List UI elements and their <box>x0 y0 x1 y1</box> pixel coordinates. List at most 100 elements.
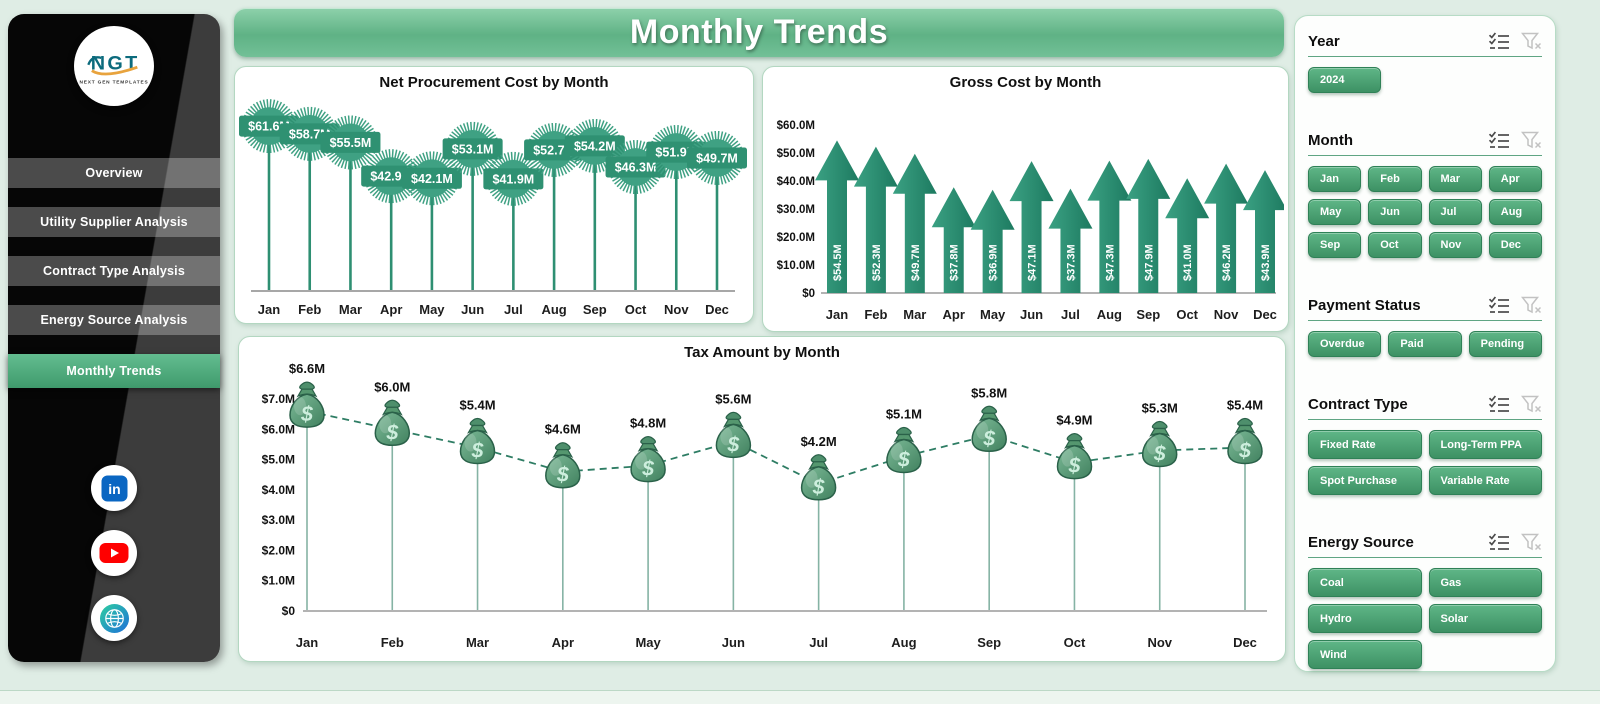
clear-filter-icon[interactable] <box>1521 395 1542 414</box>
slicer-option-mar[interactable]: Mar <box>1428 166 1482 192</box>
bar-value-label: $47.1M <box>1027 244 1039 281</box>
x-tick-label: Jan <box>296 635 318 650</box>
value-label: $49.7M <box>696 151 738 165</box>
arrow-bar[interactable] <box>1087 160 1132 293</box>
slicer-option-fixed-rate[interactable]: Fixed Rate <box>1308 430 1422 459</box>
arrow-bar[interactable] <box>1048 188 1093 293</box>
slicer-option-jun[interactable]: Jun <box>1368 199 1422 225</box>
x-tick-label: Apr <box>552 635 574 650</box>
slicer-option-apr[interactable]: Apr <box>1488 166 1542 192</box>
arrow-bar[interactable] <box>1126 158 1171 293</box>
arrow-bar[interactable] <box>1009 161 1054 293</box>
slicer-option-aug[interactable]: Aug <box>1488 199 1542 225</box>
slicer-option-feb[interactable]: Feb <box>1368 166 1422 192</box>
arrow-bar[interactable] <box>853 146 898 293</box>
logo-subtext: NEXT GEN TEMPLATES <box>80 80 149 86</box>
sidebar-item-energy-source-analysis[interactable]: Energy Source Analysis <box>8 305 220 335</box>
arrow-bar[interactable] <box>931 187 976 293</box>
money-bag-marker[interactable]: $ <box>545 442 581 489</box>
x-tick-label: Jun <box>722 635 745 650</box>
x-tick-label: Nov <box>1214 307 1239 322</box>
y-tick-label: $2.0M <box>262 543 295 557</box>
slicer-option-spot-purchase[interactable]: Spot Purchase <box>1308 466 1422 495</box>
slicer-month: Month Jan Feb Mar Apr May Jun Jul Aug Sep Oct Nov De… <box>1308 129 1542 258</box>
sidebar-item-utility-supplier-analysis[interactable]: Utility Supplier Analysis <box>8 207 220 237</box>
slicer-option-sep[interactable]: Sep <box>1308 232 1362 258</box>
value-badge <box>564 135 625 157</box>
website-globe-icon[interactable] <box>91 595 137 641</box>
arrow-bar[interactable] <box>1165 178 1210 293</box>
money-bag-marker[interactable]: $ <box>1227 417 1263 465</box>
clear-filter-icon[interactable] <box>1521 533 1542 552</box>
money-bag-marker[interactable]: $ <box>971 405 1007 453</box>
slicer-header: Month <box>1308 129 1542 151</box>
arrow-bar[interactable] <box>892 153 937 293</box>
linkedin-icon[interactable]: in <box>91 465 137 511</box>
money-bag-marker[interactable]: $ <box>289 381 325 428</box>
ngt-logo-icon: NGT NEXT GEN TEMPLATES <box>80 32 149 100</box>
slicer-option-paid[interactable]: Paid <box>1388 331 1462 357</box>
sidebar-item-contract-type-analysis[interactable]: Contract Type Analysis <box>8 256 220 286</box>
slicer-option-2024[interactable]: 2024 <box>1308 67 1382 93</box>
slicer-option-pending[interactable]: Pending <box>1468 331 1542 357</box>
value-label: $42.1M <box>411 172 453 186</box>
multiselect-icon[interactable] <box>1488 295 1511 315</box>
multiselect-icon[interactable] <box>1488 130 1511 150</box>
slicer-option-may[interactable]: May <box>1308 199 1362 225</box>
clear-filter-icon[interactable] <box>1521 296 1542 315</box>
sidebar-item-overview[interactable]: Overview <box>8 158 220 188</box>
slicer-option-gas[interactable]: Gas <box>1428 568 1542 597</box>
slicer-options: Jan Feb Mar Apr May Jun Jul Aug Sep Oct Nov Dec <box>1308 166 1542 258</box>
sidebar-item-label: Utility Supplier Analysis <box>40 215 188 229</box>
slicer-option-overdue[interactable]: Overdue <box>1308 331 1382 357</box>
page-title: Monthly Trends <box>629 13 889 51</box>
money-bag-marker[interactable]: $ <box>459 417 496 465</box>
slicer-option-long-term-ppa[interactable]: Long-Term PPA <box>1428 430 1542 459</box>
bar-value-label: $36.9M <box>988 244 1000 281</box>
slicer-option-hydro[interactable]: Hydro <box>1308 604 1422 633</box>
multiselect-icon[interactable] <box>1488 532 1511 552</box>
money-bag-marker[interactable]: $ <box>715 411 752 459</box>
slicer-option-jul[interactable]: Jul <box>1428 199 1482 225</box>
sidebar-item-monthly-trends[interactable]: Monthly Trends <box>8 354 220 388</box>
money-bag-marker[interactable]: $ <box>886 426 922 474</box>
sidebar-nav: Overview Utility Supplier Analysis Contrac… <box>8 158 220 407</box>
slicer-option-coal[interactable]: Coal <box>1308 568 1422 597</box>
arrow-bar[interactable] <box>970 189 1015 293</box>
page-title-bar: Monthly Trends <box>234 8 1284 57</box>
arrow-bar[interactable] <box>815 140 859 293</box>
point-value-label: $6.0M <box>374 379 410 394</box>
arrow-bar[interactable] <box>1204 163 1249 293</box>
svg-text:$: $ <box>812 476 825 499</box>
slicer-option-solar[interactable]: Solar <box>1428 604 1542 633</box>
y-tick-label: $50.0M <box>777 148 815 160</box>
money-bag-marker[interactable]: $ <box>1141 420 1178 468</box>
slicer-option-oct[interactable]: Oct <box>1368 232 1422 258</box>
slicer-header-icons <box>1488 130 1542 150</box>
money-bag-marker[interactable]: $ <box>630 436 666 483</box>
clear-filter-icon[interactable] <box>1521 131 1542 150</box>
slicer-option-nov[interactable]: Nov <box>1428 232 1482 258</box>
arrow-bar[interactable] <box>1243 170 1287 293</box>
clear-filter-icon[interactable] <box>1521 32 1542 51</box>
sidebar-item-label: Energy Source Analysis <box>40 313 188 327</box>
money-bag-marker[interactable]: $ <box>374 399 411 447</box>
slicer-option-wind[interactable]: Wind <box>1308 640 1422 669</box>
multiselect-icon[interactable] <box>1488 394 1511 414</box>
value-label: $41.9M <box>493 172 535 186</box>
x-tick-label: Jun <box>461 302 484 317</box>
multiselect-icon[interactable] <box>1488 31 1511 51</box>
slicer-option-dec[interactable]: Dec <box>1488 232 1542 258</box>
money-bag-marker[interactable]: $ <box>1056 433 1093 480</box>
svg-text:$: $ <box>727 433 740 456</box>
slicer-header: Year <box>1308 30 1542 52</box>
slicer-option-jan[interactable]: Jan <box>1308 166 1362 192</box>
net-chart-svg: $61.6M$58.7M$55.5M $42.9M $42.1M $53.1M $41.… <box>239 99 747 317</box>
bar-value-label: $47.9M <box>1143 244 1155 281</box>
slicer-divider <box>1308 557 1542 558</box>
youtube-icon[interactable] <box>91 530 137 576</box>
slicer-option-variable-rate[interactable]: Variable Rate <box>1428 466 1542 495</box>
point-value-label: $6.6M <box>289 361 325 376</box>
y-tick-label: $60.0M <box>777 120 815 132</box>
money-bag-marker[interactable]: $ <box>800 454 837 501</box>
